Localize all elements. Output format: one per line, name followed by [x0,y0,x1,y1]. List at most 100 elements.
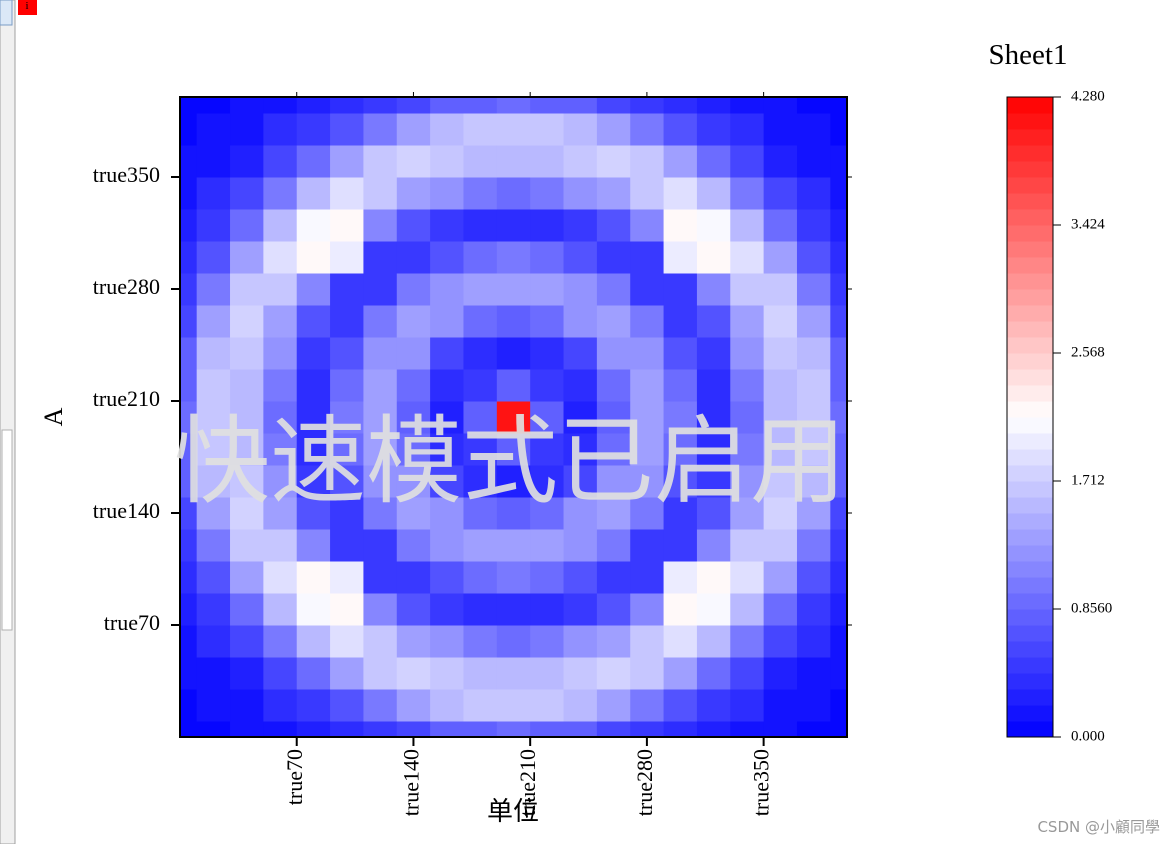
heatmap-cell [663,113,698,146]
heatmap-cell [730,433,765,466]
heatmap-cell [830,497,847,530]
icon-box[interactable] [18,0,37,15]
heatmap-cell [463,177,498,210]
heatmap-cell [830,113,847,146]
heatmap-cell [763,689,798,722]
heatmap-cell [730,689,765,722]
colorbar-band [1007,705,1053,722]
heatmap-cell [563,497,598,530]
sidebar: i [0,0,37,844]
heatmap-cell [530,337,565,370]
colorbar-band [1007,145,1053,162]
heatmap-cell [396,625,431,658]
heatmap-cell [430,433,464,466]
heatmap-cell [196,561,231,594]
heatmap-cell [630,561,665,594]
heatmap-cell [196,689,231,722]
heatmap-cell [396,113,431,146]
heatmap-cell [496,113,531,146]
heatmap-cell [296,529,331,562]
heatmap-cell [430,177,464,210]
heatmap-cell [763,273,798,306]
heatmap-cell [596,369,631,402]
heatmap-cell [330,305,364,338]
heatmap-cell [763,337,798,370]
heatmap-cell [263,177,298,210]
heatmap-cell [763,593,798,626]
heatmap-cell [830,593,847,626]
heatmap-cell [430,593,464,626]
heatmap-cell [180,241,198,274]
heatmap-cell [496,305,531,338]
heatmap-cell [496,145,531,178]
heatmap-cell [330,657,364,690]
heatmap-cell [430,465,464,498]
heatmap-cell [463,369,498,402]
heatmap-cell [596,689,631,722]
heatmap-cell [463,657,498,690]
heatmap-cell [596,113,631,146]
heatmap-cell [696,689,731,722]
heatmap-cell [363,721,398,737]
heatmap-cell [330,273,364,306]
heatmap-cell [330,529,364,562]
colorbar-band [1007,657,1053,674]
heatmap-cell [763,529,798,562]
heatmap-cell [496,337,531,370]
heatmap-cell [296,433,331,466]
sidebar-tab[interactable] [0,0,13,26]
heatmap-cell [296,369,331,402]
heatmap-cell [830,337,847,370]
heatmap-cell [430,209,464,242]
heatmap-cell [196,177,231,210]
heatmap-cell [230,657,264,690]
heatmap-cell [180,177,198,210]
y-tick-label: true210 [93,386,160,411]
colorbar-band [1007,689,1053,706]
heatmap-cell [796,529,831,562]
heatmap-cell [696,657,731,690]
colorbar-band [1007,161,1053,178]
heatmap-cell [830,561,847,594]
colorbar-title: Sheet1 [989,39,1068,71]
heatmap-cell [196,97,231,114]
heatmap-cell [663,721,698,737]
heatmap-cell [363,241,398,274]
heatmap-cell [496,529,531,562]
heatmap-cell [530,721,565,737]
colorbar-band [1007,369,1053,386]
heatmap-cell [230,593,264,626]
heatmap-cell [296,273,331,306]
heatmap-cell [530,401,565,434]
heatmap-cell [180,337,198,370]
heatmap-cell [363,593,398,626]
heatmap-cell [363,113,398,146]
heatmap-cell [730,657,765,690]
heatmap-cell [263,433,298,466]
heatmap-cell [330,433,364,466]
heatmap-cell [630,209,665,242]
colorbar-band [1007,449,1053,466]
heatmap-cell [663,177,698,210]
heatmap-cell [263,337,298,370]
heatmap-cell [796,369,831,402]
heatmap-cell [263,593,298,626]
heatmap-cell [430,97,464,114]
heatmap-cell [530,433,565,466]
sidebar-scroll[interactable] [1,429,13,631]
heatmap-cell [363,145,398,178]
heatmap-cell [196,273,231,306]
heatmap-cell [363,561,398,594]
heatmap-cell [563,593,598,626]
heatmap-cell [730,625,765,658]
heatmap-cell [496,465,531,498]
colorbar-tick-label: 0.8560 [1071,600,1112,616]
colorbar-band [1007,545,1053,562]
x-tick-label: true70 [282,749,307,805]
x-tick-label: true210 [515,749,540,816]
heatmap-cell [530,305,565,338]
heatmap-cell [296,209,331,242]
heatmap-cell [363,657,398,690]
heatmap-cell [496,433,531,466]
colorbar-band [1007,193,1053,210]
